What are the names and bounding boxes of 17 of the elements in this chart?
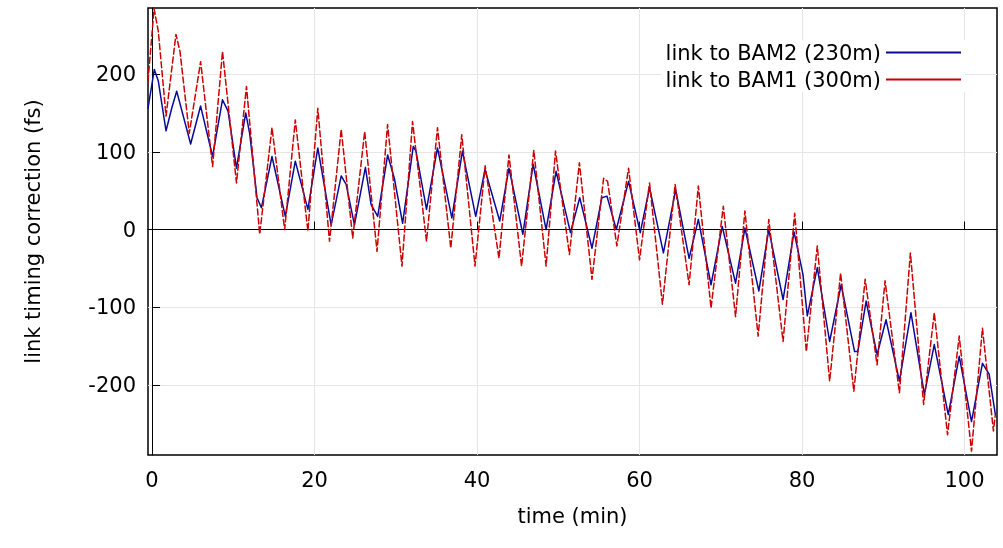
- y-tick-label: 100: [95, 139, 136, 164]
- y-tick-label: -200: [88, 373, 136, 398]
- x-tick-label: 80: [788, 467, 816, 492]
- legend-label: link to BAM1 (300m): [665, 67, 881, 92]
- x-tick-label: 40: [463, 467, 491, 492]
- y-axis-title: link timing correction (fs): [20, 99, 45, 364]
- x-axis-title: time (min): [517, 503, 628, 528]
- x-tick-label: 100: [944, 467, 985, 492]
- x-tick-label: 0: [145, 467, 159, 492]
- line-series: [147, 8, 997, 452]
- line-series: [147, 68, 997, 423]
- x-tick-label: 20: [301, 467, 328, 492]
- x-tick-label: 60: [626, 467, 653, 492]
- y-tick-label: -100: [88, 295, 136, 320]
- y-tick-label: 0: [122, 217, 136, 242]
- legend-label: link to BAM2 (230m): [665, 40, 881, 65]
- y-tick-label: 200: [95, 62, 136, 87]
